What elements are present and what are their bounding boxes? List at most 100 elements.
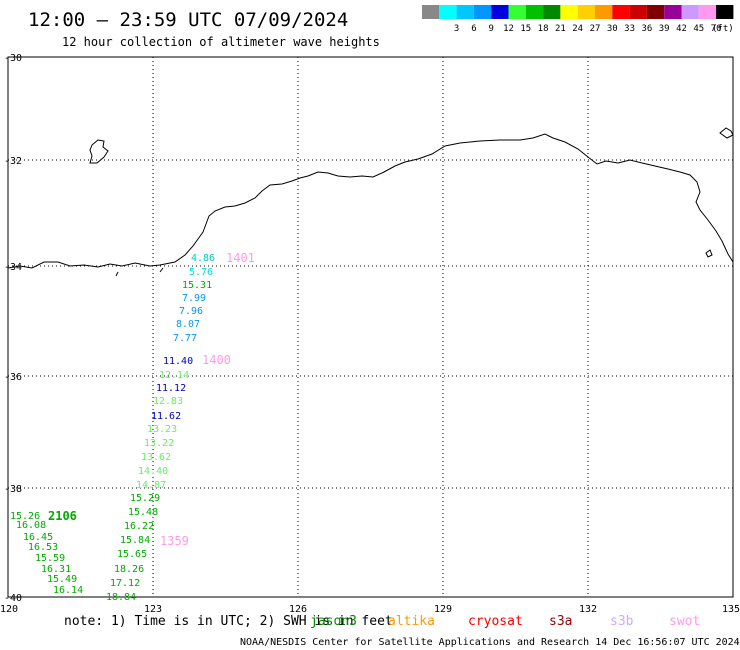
- wave-height-label: 16.53: [28, 542, 58, 553]
- legend-tick-label: 21: [555, 24, 566, 34]
- legend-tick-label: 27: [590, 24, 601, 34]
- footer-note: note: 1) Time is in UTC; 2) SWH is in fe…: [64, 614, 393, 629]
- wave-height-label: 15.49: [47, 574, 77, 585]
- lon-label: 123: [144, 604, 162, 615]
- lat-label: -30: [4, 53, 22, 64]
- wave-height-label: 16.22: [124, 521, 154, 532]
- lat-label: -32: [4, 156, 22, 167]
- lon-label: 120: [0, 604, 18, 615]
- lat-label: -36: [4, 372, 22, 383]
- wave-height-label: 13.23: [147, 424, 177, 435]
- wave-height-label: 15.31: [182, 280, 212, 291]
- legend-tick-label: 36: [641, 24, 652, 34]
- wave-height-label: 14.40: [138, 466, 168, 477]
- wave-height-label: 15.26: [10, 511, 40, 522]
- axis-labels: -30 -32 -34 -36 -38 -40 120 123 126 129 …: [0, 53, 740, 615]
- legend-swatch: [422, 5, 440, 19]
- wave-height-label: 4.86: [191, 253, 215, 264]
- lon-label: 129: [434, 604, 452, 615]
- pass-time-labels: 1401 1400 2106 1359: [48, 251, 255, 548]
- wave-height-label: 16.14: [53, 585, 83, 596]
- legend-swatch: [664, 5, 682, 19]
- wave-height-label: 11.40: [163, 356, 193, 367]
- island-shape: [89, 139, 109, 164]
- wave-height-label: 18.26: [114, 564, 144, 575]
- legend-tick-label: 30: [607, 24, 618, 34]
- wave-height-label: 15.65: [117, 549, 147, 560]
- legend-swatch: [473, 5, 492, 19]
- wave-height-label: 11.62: [151, 411, 181, 422]
- legend-swatch: [439, 5, 457, 19]
- wave-height-label: 7.96: [179, 306, 203, 317]
- footer-credit: NOAA/NESDIS Center for Satellite Applica…: [240, 637, 740, 648]
- wave-height-label: 5.76: [189, 267, 213, 278]
- wave-height-label: 15.59: [35, 553, 65, 564]
- pass-time-label: 1401: [226, 251, 255, 265]
- satellite-name: cryosat: [468, 614, 523, 629]
- legend-swatch: [456, 5, 474, 19]
- wave-height-label: 7.77: [173, 333, 197, 344]
- legend-tick-label: 15: [520, 24, 531, 34]
- legend-tick-label: 39: [659, 24, 670, 34]
- satellite-name: s3b: [610, 614, 634, 629]
- wave-height-readings: 4.86 5.76 15.31 7.99 7.96 8.07 7.77 11.4…: [10, 253, 215, 603]
- legend-tick-label: 24: [572, 24, 583, 34]
- lat-label: -38: [4, 484, 22, 495]
- wave-height-label: 15.84: [120, 535, 150, 546]
- legend-swatch: [612, 5, 630, 19]
- legend-tick-label: 70: [711, 24, 722, 34]
- legend-tick-label: 42: [676, 24, 687, 34]
- legend-swatch: [577, 5, 595, 19]
- legend-tick-label: 3: [454, 24, 459, 34]
- wave-height-label: 16.45: [23, 532, 53, 543]
- legend-swatch: [491, 5, 509, 19]
- satellite-name: altika: [388, 614, 435, 629]
- legend-swatch: [716, 5, 734, 19]
- legend-swatch: [560, 5, 578, 19]
- satellite-name: swot: [669, 614, 700, 629]
- legend-swatch: [646, 5, 665, 19]
- legend-tick-label: 33: [624, 24, 635, 34]
- pass-time-label: 2106: [48, 509, 77, 523]
- wave-height-label: 18.84: [106, 592, 136, 603]
- wave-height-label: 17.12: [110, 578, 140, 589]
- satellite-legend: jason3 altika cryosat s3a s3b swot: [310, 614, 700, 629]
- plot-frame: [7, 56, 734, 598]
- legend-swatch: [543, 5, 561, 19]
- legend-unit: (ft): [712, 24, 734, 34]
- legend-tick-label: 9: [488, 24, 493, 34]
- legend-swatch: [681, 5, 699, 19]
- lon-label: 132: [579, 604, 597, 615]
- wave-height-legend: 3 6 9 12 15 18 21 24 27 30 33 36 39 42 45 70(ft): [422, 5, 734, 34]
- wave-height-label: 15.48: [128, 507, 158, 518]
- wave-height-label: 16.31: [41, 564, 71, 575]
- wave-height-label: 11.12: [156, 383, 186, 394]
- legend-tick-label: 12: [503, 24, 514, 34]
- satellite-name: jason3: [310, 614, 357, 629]
- wave-height-label: 7.99: [182, 293, 206, 304]
- wave-height-label: 16.08: [16, 520, 46, 531]
- legend-swatch: [508, 5, 526, 19]
- wave-height-label: 15.29: [130, 493, 160, 504]
- legend-swatch: [629, 5, 647, 19]
- wave-height-label: 12.83: [153, 396, 183, 407]
- legend-tick-label: 18: [538, 24, 549, 34]
- coastline: [7, 127, 734, 277]
- map-title: 12:00 – 23:59 UTC 07/09/2024: [28, 9, 348, 31]
- pass-time-label: 1359: [160, 534, 189, 548]
- wave-height-label: 14.87: [136, 480, 166, 491]
- graticule: [8, 57, 733, 597]
- wave-height-label: 12.14: [159, 370, 189, 381]
- lat-label: -40: [4, 593, 22, 604]
- wave-height-label: 13.62: [141, 452, 171, 463]
- legend-tick-label: 6: [471, 24, 476, 34]
- pass-time-label: 1400: [202, 353, 231, 367]
- legend-swatch: [698, 5, 717, 19]
- lon-label: 135: [722, 604, 740, 615]
- legend-tick-label: 45: [693, 24, 704, 34]
- wave-height-label: 13.22: [144, 438, 174, 449]
- legend-swatch: [525, 5, 544, 19]
- lon-label: 126: [289, 604, 307, 615]
- wave-height-label: 8.07: [176, 319, 200, 330]
